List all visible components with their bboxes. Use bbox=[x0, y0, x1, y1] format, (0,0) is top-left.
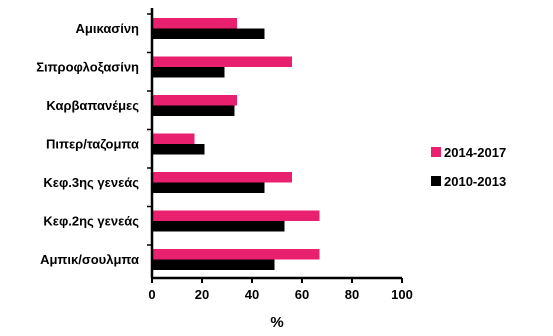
category-label: Κεφ.3ης γενεάς bbox=[43, 175, 139, 190]
bar-series1 bbox=[152, 210, 320, 221]
category-labels: Αμικασίνη Σιπροφλοξασίνη Καρβαπανέμες Πιπερ… bbox=[36, 13, 152, 267]
x-ticks: 0 20 40 60 80 100 bbox=[148, 278, 413, 302]
x-axis-title: % bbox=[270, 314, 283, 331]
category-label: Σιπροφλοξασίνη bbox=[36, 60, 139, 75]
bar-series2 bbox=[152, 144, 205, 155]
x-tick-label: 100 bbox=[391, 287, 413, 302]
x-tick-label: 0 bbox=[148, 287, 155, 302]
x-tick-label: 80 bbox=[345, 287, 359, 302]
bars bbox=[152, 18, 320, 270]
legend-swatch bbox=[431, 147, 441, 157]
bar-series2 bbox=[152, 105, 235, 116]
bar-series2 bbox=[152, 67, 225, 78]
bar-series2 bbox=[152, 259, 275, 270]
bar-series2 bbox=[152, 28, 265, 39]
x-tick-label: 60 bbox=[295, 287, 309, 302]
category-label: Κεφ.2ης γενεάς bbox=[43, 214, 139, 229]
bar-series1 bbox=[152, 95, 237, 106]
x-tick-label: 40 bbox=[245, 287, 259, 302]
category-label: Αμικασίνη bbox=[76, 21, 139, 36]
category-label: Πιπερ/ταζομπα bbox=[46, 137, 139, 152]
bar-series1 bbox=[152, 56, 292, 67]
legend-swatch bbox=[431, 176, 441, 186]
legend-box bbox=[424, 140, 552, 204]
legend-label: 2010-2013 bbox=[444, 174, 506, 189]
legend-label: 2014-2017 bbox=[444, 145, 506, 160]
bar-series1 bbox=[152, 18, 237, 29]
category-label: Αμπικ/σουλμπα bbox=[40, 252, 139, 267]
bar-series2 bbox=[152, 221, 285, 232]
axes bbox=[150, 8, 402, 280]
bar-series1 bbox=[152, 249, 320, 260]
bar-series1 bbox=[152, 133, 195, 144]
category-label: Καρβαπανέμες bbox=[46, 98, 139, 113]
bar-series2 bbox=[152, 182, 265, 193]
legend: 2014-2017 2010-2013 bbox=[424, 140, 552, 204]
x-tick-label: 20 bbox=[195, 287, 209, 302]
bar-series1 bbox=[152, 172, 292, 183]
